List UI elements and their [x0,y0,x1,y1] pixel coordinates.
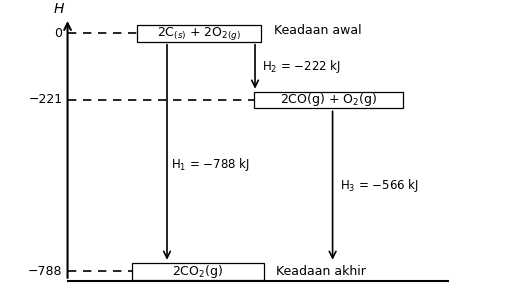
Text: H$_2$ = −222 kJ: H$_2$ = −222 kJ [263,58,341,75]
FancyBboxPatch shape [137,25,262,42]
FancyBboxPatch shape [132,263,264,280]
Text: −221: −221 [28,94,63,106]
Text: 2CO(g) + O$_2$(g): 2CO(g) + O$_2$(g) [280,92,377,109]
Text: 2C$_{(s)}$ + 2O$_{2(g)}$: 2C$_{(s)}$ + 2O$_{2(g)}$ [157,25,241,42]
Text: 2CO$_2$(g): 2CO$_2$(g) [172,263,224,280]
Text: H$_1$ = −788 kJ: H$_1$ = −788 kJ [171,156,250,173]
Text: −788: −788 [28,265,63,278]
Text: H: H [53,2,64,16]
Text: Keadaan akhir: Keadaan akhir [277,265,366,278]
Text: Keadaan awal: Keadaan awal [274,24,362,37]
FancyBboxPatch shape [254,92,403,109]
Text: 0: 0 [54,27,63,40]
Text: H$_3$ = −566 kJ: H$_3$ = −566 kJ [340,177,419,194]
